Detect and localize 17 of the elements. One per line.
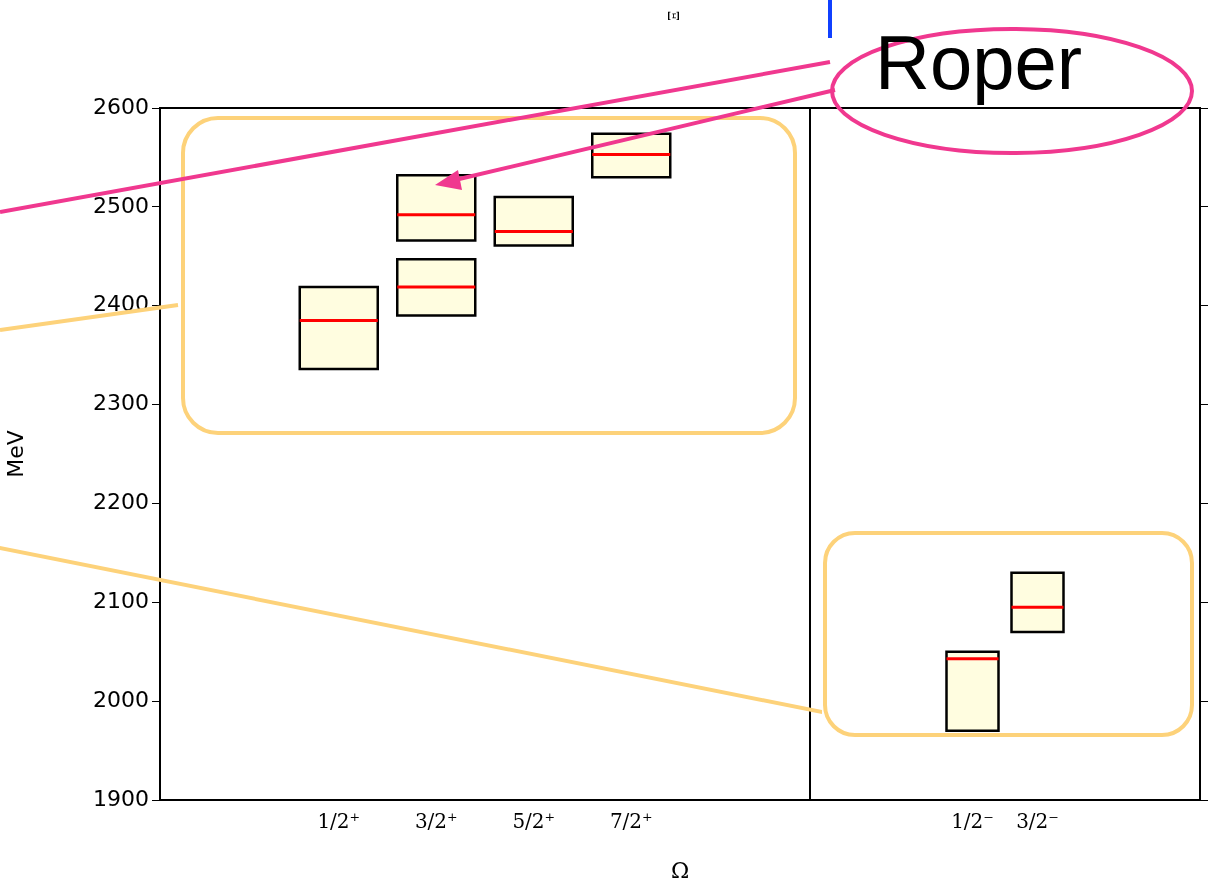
x-tick-label: 3/2⁻	[1016, 809, 1059, 834]
text: Roper	[875, 19, 1082, 107]
chart-title: Ξ	[664, 11, 681, 21]
x-tick-label: 3/2⁺	[414, 809, 458, 834]
y-tick-label: 2500	[93, 192, 149, 218]
x-axis-title: Ω	[669, 858, 691, 883]
y-tick-label: 2200	[93, 489, 149, 515]
y-tick-label: 1900	[93, 785, 149, 811]
y-tick-label: 2600	[93, 93, 149, 119]
y-axis-title: MeV	[2, 430, 28, 478]
x-tick-label: 7/2⁺	[609, 809, 653, 834]
y-tick-label: 2100	[93, 588, 149, 613]
y-tick-label: 2000	[93, 686, 149, 712]
y-tick-label: 2300	[93, 390, 149, 416]
x-tick-label: 1/2⁻	[951, 809, 994, 834]
x-tick-label: 1/2⁺	[317, 809, 361, 834]
x-tick-label: 5/2⁺	[512, 809, 556, 834]
